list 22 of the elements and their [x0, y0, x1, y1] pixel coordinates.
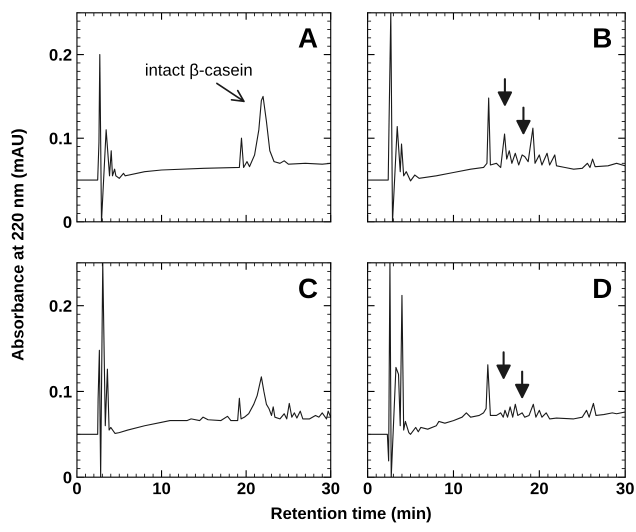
chart-title: C	[299, 278, 318, 298]
line-series	[76, 262, 331, 478]
y-axis-title: Absorbance at 220 nm (mAU)	[11, 129, 27, 361]
y-tick-label: 0.2	[50, 300, 72, 312]
x-tick-label: 0	[364, 482, 372, 494]
y-tick-label: 0	[63, 472, 72, 484]
x-tick-label: 30	[616, 482, 634, 494]
chart-title: B	[594, 28, 612, 48]
x-tick-label: 10	[153, 482, 170, 494]
x-tick-label: 20	[237, 482, 255, 494]
x-tick-label: 10	[445, 482, 462, 494]
y-tick-label: 0.1	[50, 386, 72, 398]
chart-title: D	[594, 278, 612, 298]
x-tick-label: 20	[530, 482, 548, 494]
annotation: intact β-casein	[146, 64, 252, 80]
x-axis-title: Retention time (min)	[272, 506, 431, 522]
x-tick-label: 0	[72, 482, 81, 494]
x-tick-label: 30	[322, 482, 340, 494]
chart-title: A	[298, 28, 318, 48]
y-tick-label: 0.1	[50, 132, 72, 144]
y-tick-label: 0	[63, 216, 72, 228]
y-tick-label: 0.2	[50, 48, 72, 61]
